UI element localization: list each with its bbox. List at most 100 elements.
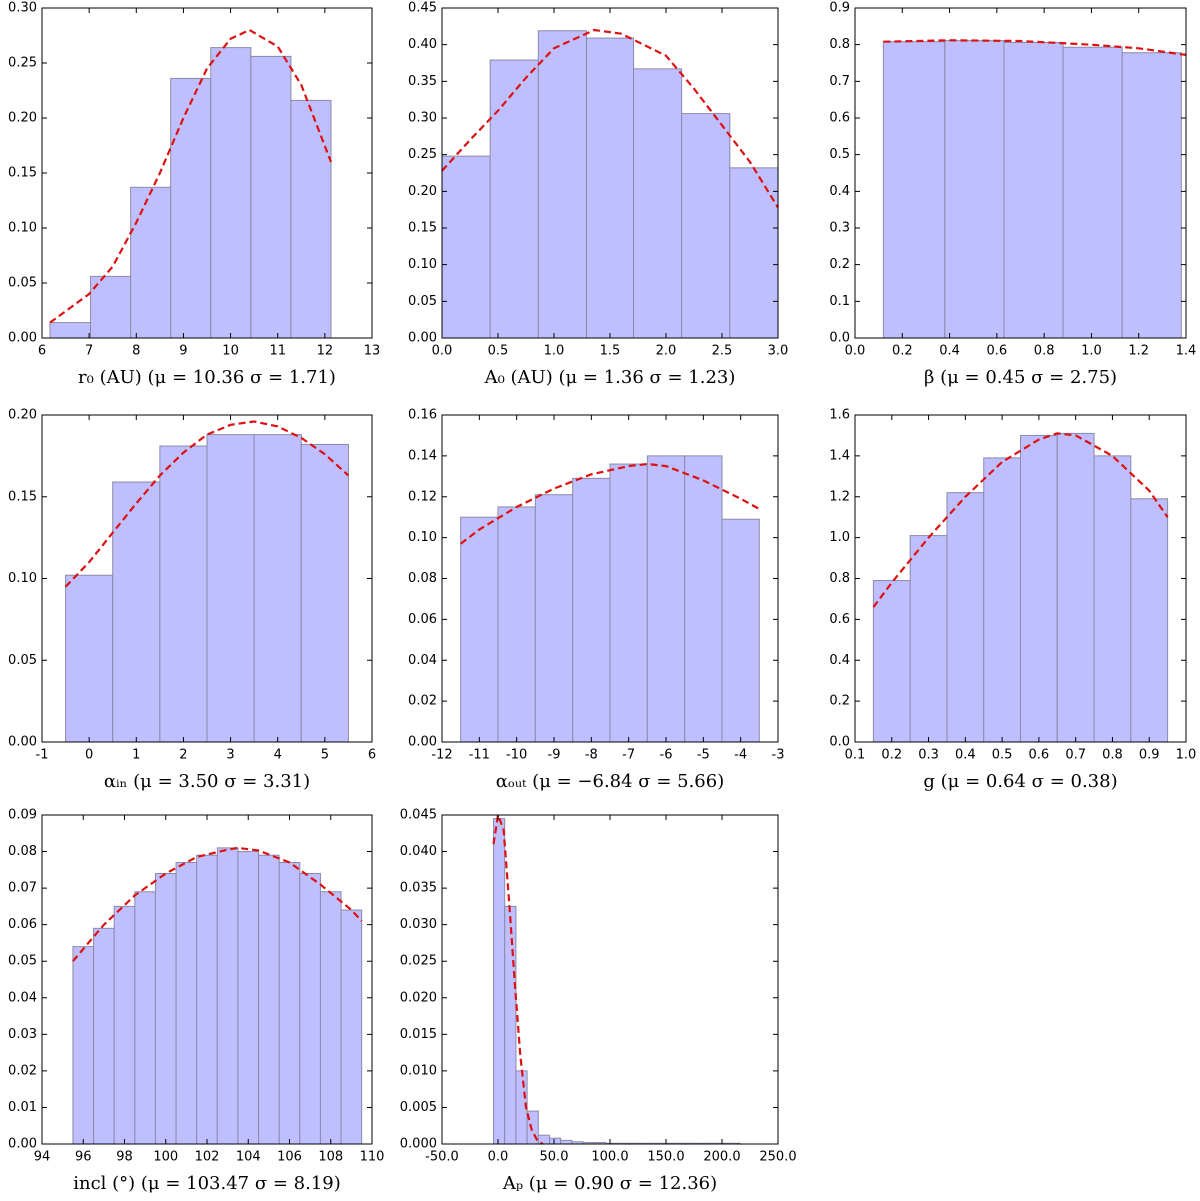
x-tick-label: 0.8 xyxy=(1034,344,1055,359)
x-tick-label: 0.5 xyxy=(992,748,1013,763)
bar xyxy=(210,47,252,339)
axes-frame xyxy=(441,814,779,1145)
x-tick-label: 1.5 xyxy=(600,344,621,359)
x-axis-label: g (μ = 0.64 σ = 0.38) xyxy=(923,771,1117,792)
x-tick-label: 0.4 xyxy=(939,344,960,359)
bar xyxy=(504,905,517,1145)
y-tick-label: 0.9 xyxy=(829,1,850,16)
x-tick-label: 100.0 xyxy=(591,1150,628,1165)
y-tick-label: 0.04 xyxy=(408,653,437,668)
y-tick-label: 0.45 xyxy=(408,1,437,16)
y-tick-label: 0.10 xyxy=(8,221,37,236)
bar xyxy=(113,905,136,1145)
bar xyxy=(65,574,114,743)
y-tick-label: 0.05 xyxy=(408,294,437,309)
y-tick-label: 0.15 xyxy=(8,166,37,181)
x-tick-label: 0.5 xyxy=(488,344,509,359)
y-tick-label: 0.2 xyxy=(829,694,850,709)
x-tick-label: -10 xyxy=(506,748,527,763)
histogram-panel: 94 96 98 100 102 104 106 108 110 0.00 0.01 0.02 0.03… xyxy=(8,808,384,1195)
bar xyxy=(560,1139,573,1145)
bar xyxy=(319,891,342,1145)
x-tick-label: 1.2 xyxy=(1128,344,1149,359)
bar xyxy=(882,41,946,339)
x-tick-label: 1.4 xyxy=(1176,344,1197,359)
y-tick-label: 0.4 xyxy=(829,653,850,668)
bar xyxy=(721,518,760,743)
y-tick-label: 0.20 xyxy=(8,111,37,126)
y-tick-label: 0.01 xyxy=(8,1100,37,1115)
x-axis-label: αᵢₙ (μ = 3.50 σ = 3.31) xyxy=(104,771,310,792)
x-tick-label: -11 xyxy=(469,748,490,763)
x-tick-label: 5 xyxy=(321,748,329,763)
x-tick-label: -1 xyxy=(36,748,49,763)
x-tick-label: -5 xyxy=(697,748,710,763)
y-tick-label: 0.25 xyxy=(408,147,437,162)
x-tick-label: 0.3 xyxy=(918,748,939,763)
histogram-panel: -1 0 1 2 3 4 5 6 0.00 0.05 0.10 0.15 0.20 αᵢₙ (μ = 3.… xyxy=(8,408,376,793)
bar xyxy=(909,535,948,743)
fit-curve xyxy=(49,28,333,324)
bar xyxy=(441,155,491,339)
x-tick-label: -50.0 xyxy=(425,1150,459,1165)
y-tick-label: 0.06 xyxy=(8,917,37,932)
x-tick-label: 250.0 xyxy=(759,1150,796,1165)
x-tick-label: 3.0 xyxy=(768,344,789,359)
fit-curve xyxy=(72,846,363,962)
x-tick-label: 0.6 xyxy=(987,344,1008,359)
y-tick-label: 0.30 xyxy=(408,111,437,126)
bar xyxy=(72,946,95,1145)
bar xyxy=(681,113,731,339)
y-tick-label: 0.005 xyxy=(400,1100,437,1115)
bar xyxy=(872,580,911,743)
y-tick-label: 0.1 xyxy=(829,294,850,309)
bar xyxy=(585,37,635,339)
x-tick-label: 0.0 xyxy=(488,1150,509,1165)
x-tick-label: -7 xyxy=(622,748,635,763)
y-tick-label: 1.0 xyxy=(829,530,850,545)
x-tick-label: 200.0 xyxy=(703,1150,740,1165)
y-tick-label: 0.00 xyxy=(408,735,437,750)
x-tick-label: 6 xyxy=(38,344,46,359)
x-tick-label: 3 xyxy=(226,748,234,763)
bar xyxy=(250,55,292,339)
bar xyxy=(237,851,260,1145)
bar xyxy=(944,40,1005,339)
bar xyxy=(258,854,280,1145)
x-tick-label: 0.9 xyxy=(1139,748,1160,763)
y-tick-label: 0.6 xyxy=(829,111,850,126)
y-tick-label: 1.2 xyxy=(829,489,850,504)
x-tick-label: 11 xyxy=(269,344,286,359)
x-tick-label: 7 xyxy=(85,344,93,359)
y-tick-label: 0.4 xyxy=(829,184,850,199)
bar xyxy=(684,455,723,743)
bar xyxy=(983,457,1022,743)
bar xyxy=(633,68,683,339)
bar xyxy=(159,445,208,743)
x-tick-label: 94 xyxy=(34,1150,51,1165)
bar xyxy=(1056,432,1095,743)
y-tick-label: 0.02 xyxy=(408,694,437,709)
x-tick-label: 12 xyxy=(317,344,334,359)
bar xyxy=(154,872,177,1145)
x-axis-label: incl (°) (μ = 103.47 σ = 8.19) xyxy=(73,1173,341,1194)
y-tick-label: 0.3 xyxy=(829,221,850,236)
x-tick-label: -8 xyxy=(585,748,598,763)
x-tick-label: 0 xyxy=(85,748,93,763)
y-tick-label: 0.09 xyxy=(8,808,37,823)
x-tick-label: 6 xyxy=(368,748,376,763)
fit-curve xyxy=(872,432,1169,608)
x-tick-label: 150.0 xyxy=(647,1150,684,1165)
fit-curve xyxy=(64,420,350,588)
x-tick-label: 2 xyxy=(179,748,187,763)
x-tick-label: 8 xyxy=(132,344,140,359)
bar xyxy=(49,322,92,339)
x-tick-label: 0.2 xyxy=(881,748,902,763)
y-tick-label: 0.02 xyxy=(8,1063,37,1078)
y-tick-label: 0.030 xyxy=(400,917,437,932)
axes-frame xyxy=(854,7,1187,339)
x-axis-label: β (μ = 0.45 σ = 2.75) xyxy=(924,367,1117,388)
x-tick-label: 1.0 xyxy=(1081,344,1102,359)
x-tick-label: 10 xyxy=(222,344,239,359)
